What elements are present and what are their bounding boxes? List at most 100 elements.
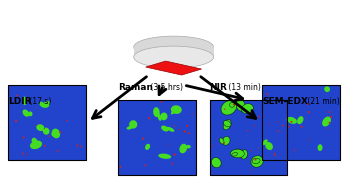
Circle shape (258, 147, 259, 149)
Circle shape (36, 125, 37, 126)
Circle shape (44, 145, 46, 147)
Ellipse shape (153, 107, 160, 117)
Circle shape (171, 163, 173, 165)
Ellipse shape (158, 153, 171, 159)
Circle shape (66, 120, 68, 122)
Circle shape (251, 169, 252, 170)
Circle shape (233, 103, 235, 105)
Circle shape (49, 136, 50, 137)
Circle shape (178, 129, 179, 130)
Ellipse shape (219, 138, 224, 144)
Circle shape (275, 156, 276, 157)
Circle shape (255, 159, 257, 160)
Circle shape (211, 145, 213, 146)
Ellipse shape (171, 105, 182, 114)
Text: NIR: NIR (209, 83, 228, 92)
Text: (3.5 hrs): (3.5 hrs) (148, 83, 183, 92)
Ellipse shape (232, 153, 238, 156)
Ellipse shape (39, 102, 46, 108)
Ellipse shape (36, 124, 44, 131)
Ellipse shape (127, 126, 133, 130)
Circle shape (160, 101, 162, 103)
Circle shape (307, 103, 309, 105)
Ellipse shape (241, 150, 247, 159)
Ellipse shape (32, 138, 37, 145)
Ellipse shape (171, 108, 177, 114)
Polygon shape (146, 61, 202, 75)
Ellipse shape (322, 117, 331, 126)
Circle shape (184, 130, 186, 133)
Circle shape (300, 126, 303, 128)
Ellipse shape (221, 101, 237, 115)
Circle shape (277, 121, 279, 122)
Ellipse shape (30, 141, 42, 149)
Ellipse shape (297, 116, 304, 124)
FancyBboxPatch shape (118, 100, 195, 175)
Circle shape (309, 140, 310, 141)
Ellipse shape (52, 129, 60, 138)
Ellipse shape (129, 120, 137, 129)
Circle shape (148, 117, 150, 119)
Circle shape (330, 116, 332, 118)
Ellipse shape (23, 109, 29, 117)
Text: (13 min): (13 min) (225, 83, 260, 92)
Circle shape (294, 149, 295, 151)
Circle shape (250, 116, 252, 118)
FancyBboxPatch shape (262, 85, 340, 160)
Ellipse shape (324, 86, 330, 92)
Circle shape (282, 125, 283, 126)
Ellipse shape (211, 157, 221, 168)
FancyBboxPatch shape (8, 85, 86, 160)
Circle shape (167, 145, 169, 146)
Circle shape (173, 125, 175, 127)
Circle shape (57, 150, 59, 152)
Circle shape (328, 111, 331, 113)
Text: LDIR: LDIR (8, 97, 31, 106)
Ellipse shape (230, 102, 235, 107)
Circle shape (16, 95, 18, 97)
FancyBboxPatch shape (134, 47, 214, 57)
Circle shape (59, 131, 61, 133)
Ellipse shape (318, 144, 322, 151)
Ellipse shape (166, 127, 174, 132)
Ellipse shape (251, 156, 263, 167)
Circle shape (14, 100, 15, 101)
Circle shape (23, 136, 25, 139)
Ellipse shape (134, 36, 214, 58)
Circle shape (251, 150, 252, 151)
Circle shape (326, 128, 327, 129)
Circle shape (328, 122, 331, 124)
Circle shape (187, 150, 188, 151)
Circle shape (142, 137, 144, 140)
Circle shape (15, 120, 17, 122)
Circle shape (224, 108, 225, 110)
Ellipse shape (145, 144, 150, 150)
Ellipse shape (236, 149, 243, 153)
Circle shape (290, 121, 292, 123)
Circle shape (308, 111, 310, 113)
Ellipse shape (287, 117, 297, 124)
Ellipse shape (157, 114, 162, 121)
Circle shape (144, 164, 146, 166)
Ellipse shape (40, 126, 43, 131)
Ellipse shape (222, 136, 230, 145)
Ellipse shape (223, 120, 231, 130)
Ellipse shape (51, 132, 57, 137)
FancyBboxPatch shape (209, 100, 287, 175)
Circle shape (277, 130, 279, 132)
Text: (21 min): (21 min) (305, 97, 340, 106)
Ellipse shape (43, 128, 50, 135)
Ellipse shape (241, 104, 253, 114)
Circle shape (254, 125, 255, 126)
Circle shape (287, 126, 289, 128)
Text: SEM-EDX: SEM-EDX (262, 97, 309, 106)
Ellipse shape (265, 142, 273, 150)
Circle shape (22, 153, 24, 154)
Circle shape (258, 116, 260, 117)
Circle shape (186, 125, 188, 127)
Ellipse shape (223, 121, 231, 127)
Circle shape (44, 128, 45, 129)
Text: Raman: Raman (118, 83, 153, 92)
Ellipse shape (262, 139, 268, 145)
Circle shape (268, 124, 269, 125)
